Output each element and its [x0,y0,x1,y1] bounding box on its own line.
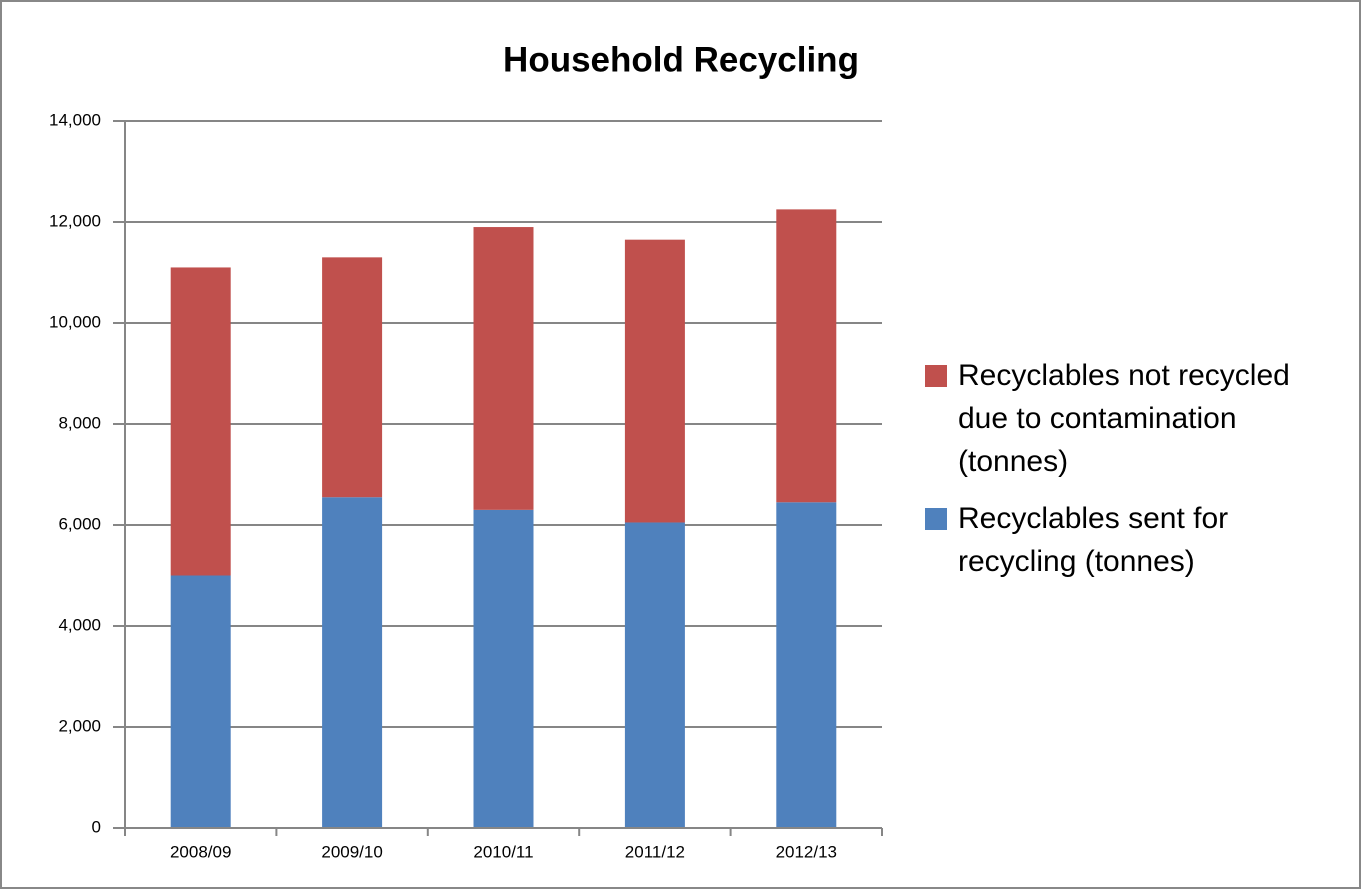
x-tick-label: 2012/13 [776,842,837,861]
legend-entry: Recyclables not recycled due to contamin… [925,354,1345,483]
bar-segment [322,497,383,828]
x-tick-label: 2009/10 [321,842,382,861]
x-tick-label: 2008/09 [170,842,231,861]
bar-segment [322,257,383,498]
y-tick-label: 8,000 [58,413,101,432]
y-tick-label: 0 [92,817,101,836]
bar-segment [473,227,534,510]
y-tick-label: 4,000 [58,615,101,634]
y-tick-label: 14,000 [49,110,101,129]
bar-segment [170,267,231,576]
y-tick-label: 10,000 [49,312,101,331]
legend-swatch [925,508,947,530]
bar-segment [473,509,534,828]
bar-segment [624,239,685,523]
x-tick-label: 2011/12 [625,842,685,861]
bar-segment [624,522,685,828]
bar-segment [776,209,837,503]
y-tick-label: 2,000 [58,716,101,735]
legend-entry: Recyclables sent for recycling (tonnes) [925,497,1345,583]
y-tick-label: 6,000 [58,514,101,533]
y-tick-label: 12,000 [49,211,101,230]
legend: Recyclables not recycled due to contamin… [925,354,1345,597]
legend-label: Recyclables not recycled due to contamin… [958,359,1290,478]
bar-segment [776,502,837,828]
chart-title: Household Recycling [503,40,859,79]
legend-swatch [925,365,947,387]
legend-label: Recyclables sent for recycling (tonnes) [958,502,1229,578]
x-tick-label: 2010/11 [473,842,533,861]
bar-segment [170,575,231,828]
